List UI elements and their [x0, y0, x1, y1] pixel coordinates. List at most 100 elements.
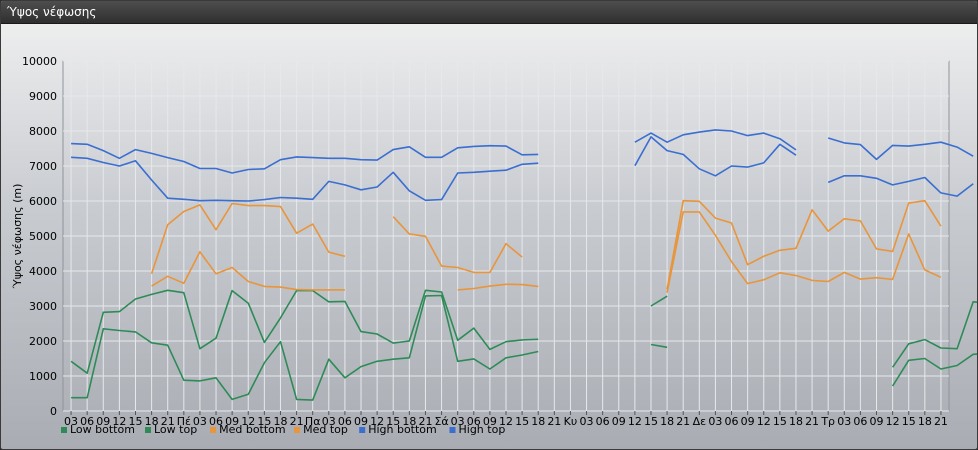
legend-swatch	[145, 427, 151, 433]
x-tick-label: 09	[96, 415, 110, 428]
x-tick-label: 09	[741, 415, 755, 428]
x-tick-label: 15	[128, 415, 142, 428]
x-tick-label: Κυ	[564, 415, 578, 428]
x-tick-label: 06	[467, 415, 481, 428]
x-tick-label: 21	[547, 415, 561, 428]
x-tick-label: 03	[64, 415, 78, 428]
series-line-segment	[650, 295, 668, 307]
legend-label: High top	[459, 423, 506, 436]
x-tick-label: 12	[370, 415, 384, 428]
legend-swatch	[210, 427, 217, 433]
y-tick-label: 3000	[29, 300, 57, 313]
x-tick-label: 18	[660, 415, 674, 428]
x-tick-label: 18	[531, 415, 545, 428]
x-tick-label: 18	[145, 415, 159, 428]
x-tick-label: 21	[290, 415, 304, 428]
legend-swatch	[61, 427, 67, 433]
series-line-segment	[71, 294, 539, 401]
legend-item: Low top	[145, 423, 197, 436]
y-tick-label: 7000	[29, 160, 57, 173]
x-tick-label: Πέ	[177, 415, 191, 428]
series-line-segment	[650, 343, 668, 349]
series-line-segment	[70, 289, 539, 375]
series-line-segment	[891, 300, 977, 368]
x-tick-label: 12	[628, 415, 642, 428]
legend-label: High bottom	[368, 423, 437, 436]
y-tick-label: 8000	[29, 125, 57, 138]
x-tick-label: 15	[902, 415, 916, 428]
y-tick-label: 5000	[29, 230, 57, 243]
x-tick-label: 09	[225, 415, 239, 428]
y-tick-label: 4000	[29, 265, 57, 278]
x-tick-label: 15	[257, 415, 271, 428]
x-tick-label: 21	[676, 415, 690, 428]
x-tick-label: 15	[386, 415, 400, 428]
series-med-top	[150, 199, 942, 290]
title-bar: Ύψος νέφωσης	[1, 1, 977, 24]
series-med-bottom	[151, 211, 942, 293]
series-line-segment	[150, 202, 346, 275]
legend-swatch	[294, 427, 301, 433]
legend-label: Low bottom	[70, 423, 135, 436]
y-tick-label: 10000	[22, 55, 57, 68]
x-tick-label: 06	[853, 415, 867, 428]
x-tick-label: 18	[789, 415, 803, 428]
x-tick-label: 03	[322, 415, 336, 428]
x-tick-label: 06	[596, 415, 610, 428]
x-tick-label: 21	[418, 415, 432, 428]
y-tick-label: 1000	[29, 370, 57, 383]
legend-label: Low top	[154, 423, 197, 436]
cloud-height-chart: 0 1000 2000 3000 4000 5000 6000 7000 8000 9000 100…	[11, 55, 977, 436]
y-tick-label: 9000	[29, 90, 57, 103]
x-tick-label: 18	[273, 415, 287, 428]
legend-item: Low bottom	[61, 423, 135, 436]
series-low-bottom	[71, 294, 977, 401]
panel-title: Ύψος νέφωσης	[7, 5, 97, 19]
series-line-segment	[827, 175, 974, 197]
x-tick-label: Τρ	[820, 415, 835, 428]
series-line-segment	[634, 129, 797, 151]
x-tick-label: 21	[934, 415, 948, 428]
x-tick-label: 09	[870, 415, 884, 428]
series-line-segment	[827, 137, 974, 161]
x-tick-label: 15	[644, 415, 658, 428]
x-tick-label: 18	[402, 415, 416, 428]
series-high-top	[71, 129, 974, 174]
x-tick-label: 09	[612, 415, 626, 428]
y-tick-label: 0	[50, 405, 57, 418]
x-tick-label: 21	[805, 415, 819, 428]
x-tick-label: 12	[499, 415, 513, 428]
legend-item: Med bottom	[210, 423, 286, 436]
x-tick-label: 12	[757, 415, 771, 428]
legend-item: High bottom	[359, 423, 437, 436]
x-tick-label: 06	[80, 415, 94, 428]
legend-swatch	[449, 427, 456, 433]
series-line-segment	[891, 353, 977, 387]
x-tick-label: 03	[708, 415, 722, 428]
x-tick-label: 03	[451, 415, 465, 428]
legend-item: Med top	[294, 423, 348, 436]
y-axis-title: Ύψος νέφωσης (m)	[11, 184, 24, 290]
series-line-segment	[457, 283, 539, 291]
x-tick-label: 03	[580, 415, 594, 428]
series-line-segment	[71, 156, 539, 202]
x-tick-label: 18	[918, 415, 932, 428]
x-tick-label: 15	[773, 415, 787, 428]
x-tick-label: 15	[515, 415, 529, 428]
x-tick-label: 12	[241, 415, 255, 428]
legend-swatch	[359, 427, 366, 433]
x-tick-label: 09	[354, 415, 368, 428]
x-tick-label: 12	[112, 415, 126, 428]
series-line-segment	[634, 136, 797, 177]
x-tick-label: Πα	[305, 415, 321, 428]
y-tick-label: 2000	[29, 335, 57, 348]
legend-item: High top	[449, 423, 506, 436]
legend-label: Med bottom	[219, 423, 286, 436]
series-line-segment	[666, 211, 942, 293]
legend-label: Med top	[303, 423, 348, 436]
series-line-segment	[666, 199, 942, 290]
series-line-segment	[392, 216, 523, 274]
x-tick-label: 03	[837, 415, 851, 428]
x-tick-label: 12	[886, 415, 900, 428]
